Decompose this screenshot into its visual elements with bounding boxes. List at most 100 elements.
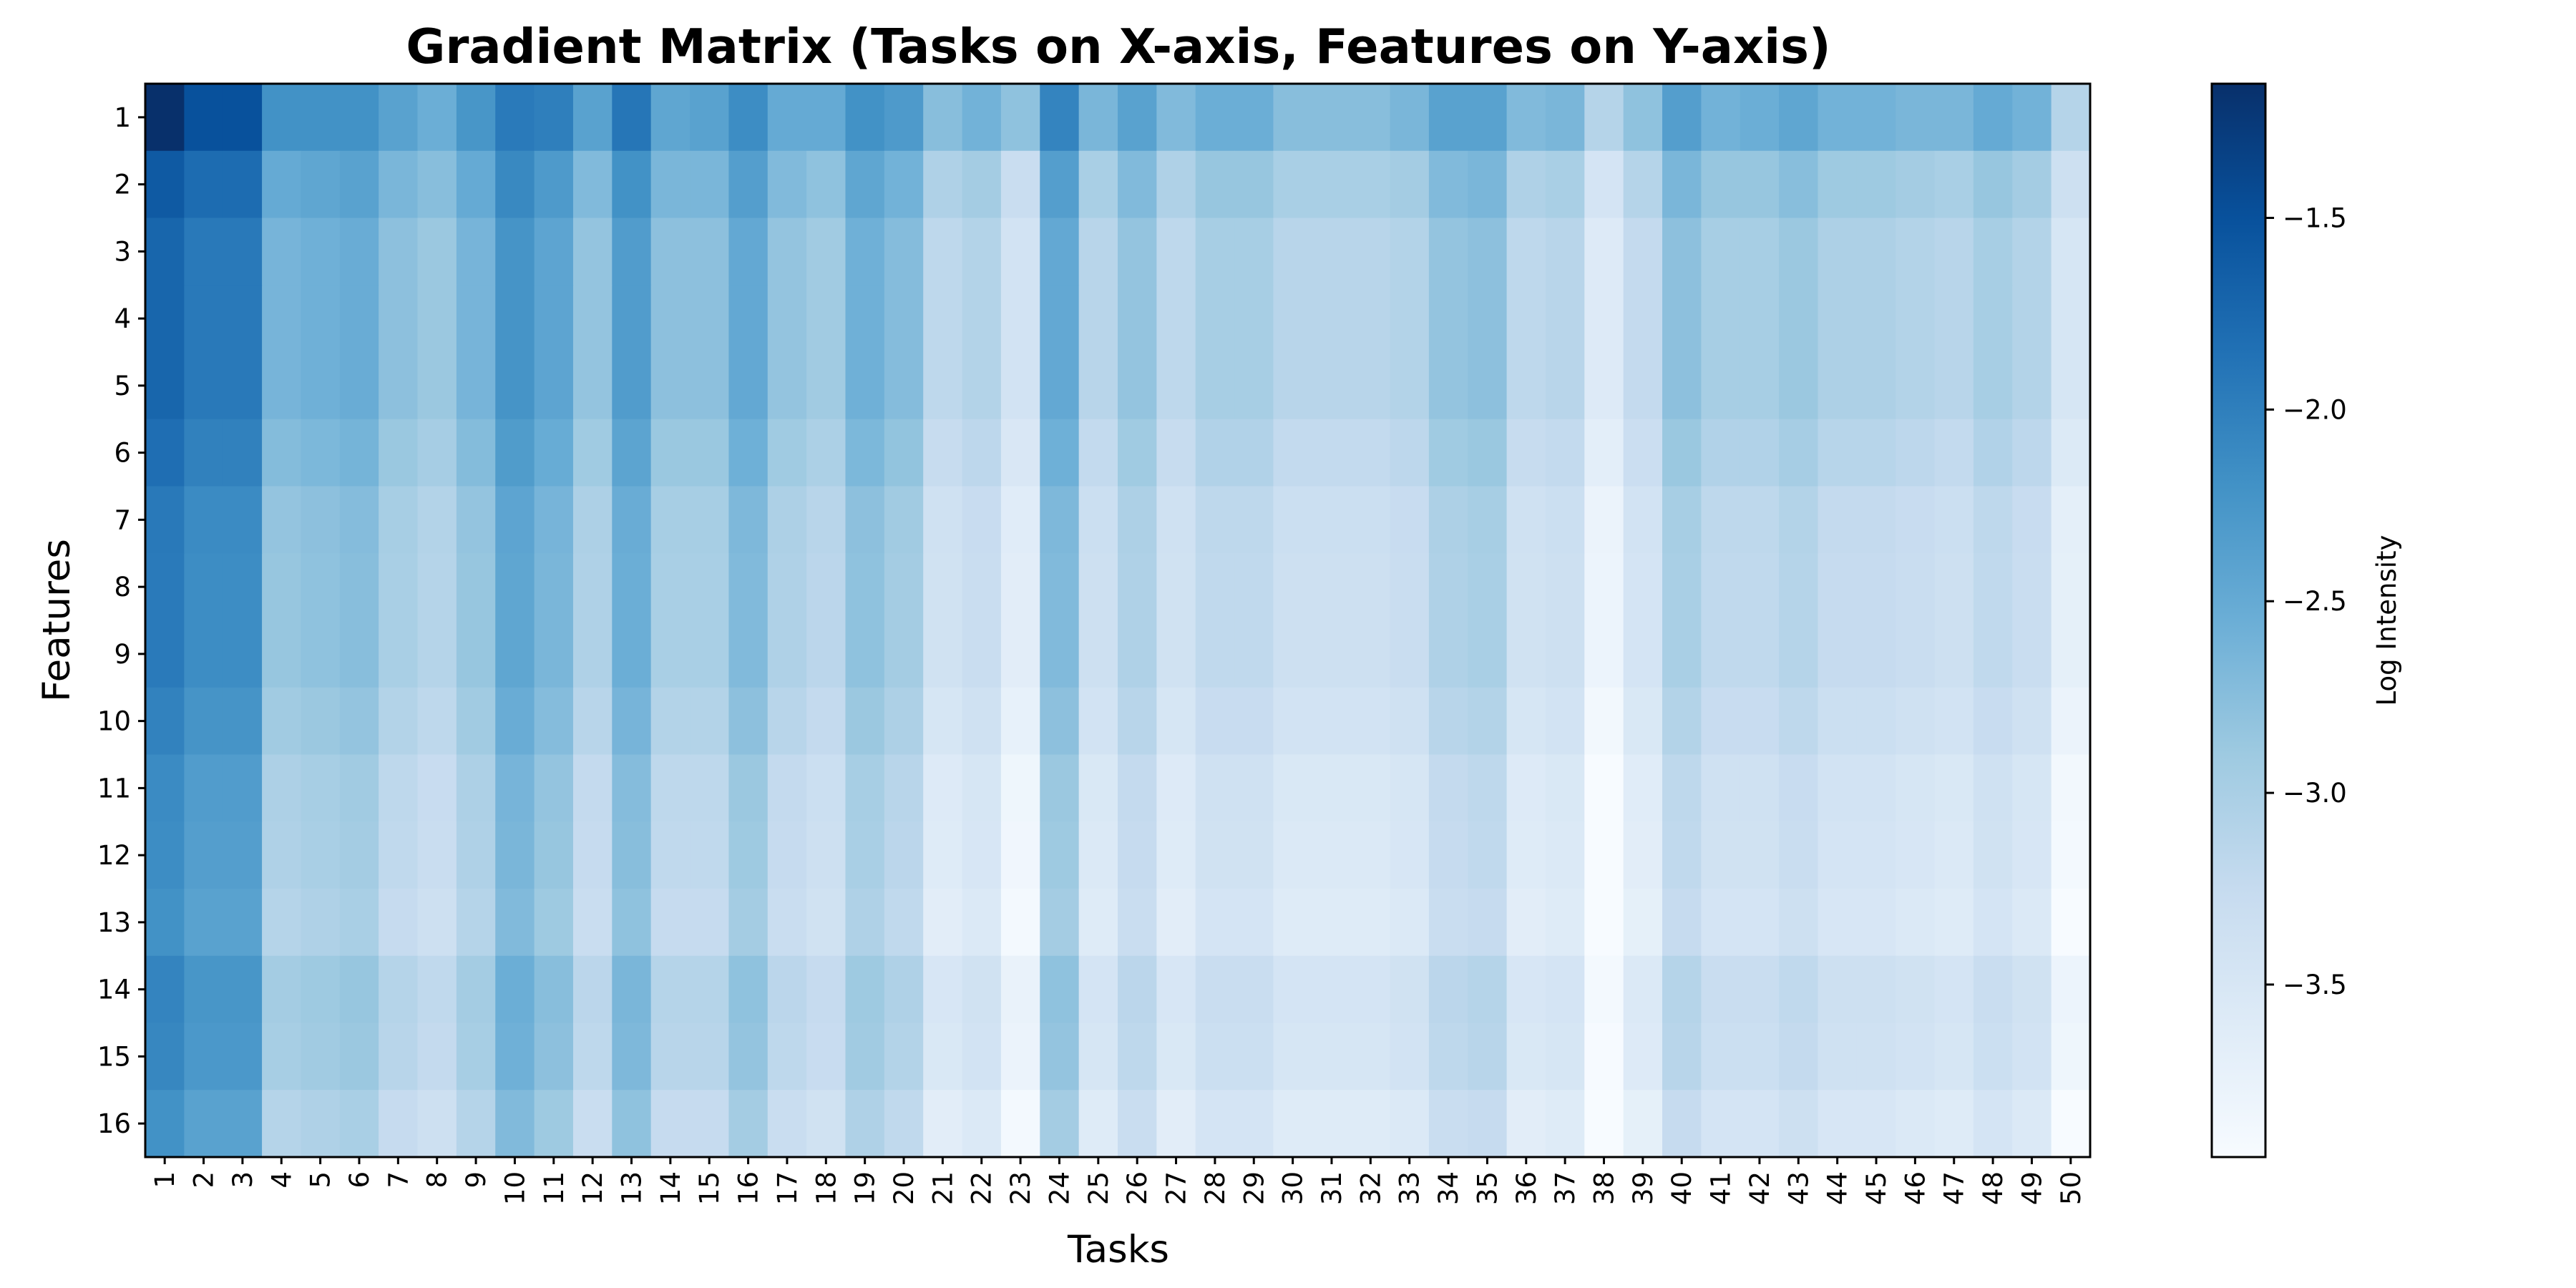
x-tick-label: 21 [927,1171,958,1205]
heatmap-cell [1623,687,1663,756]
heatmap-cell [728,285,769,353]
heatmap-cell [145,285,185,353]
heatmap-cell [1506,486,1546,554]
heatmap-cell [1584,1090,1624,1158]
heatmap-cell [650,889,691,957]
heatmap-cell [1779,285,1819,353]
heatmap-cell [690,1090,729,1158]
heatmap-cell [845,1090,885,1158]
heatmap-cell [1156,84,1196,152]
heatmap-cell [1740,821,1780,889]
heatmap-cell [223,687,263,756]
x-tick-label: 13 [617,1171,648,1205]
heatmap-cell [1273,553,1313,621]
heatmap-cell [339,352,379,420]
heatmap-cell [301,352,341,420]
heatmap-cell [1973,687,2013,756]
heatmap-cell [1856,553,1896,621]
heatmap-cell [1545,352,1585,420]
heatmap-cell [184,955,224,1024]
heatmap-cell [2051,486,2091,554]
heatmap-cell [1078,285,1118,353]
heatmap-cell [1040,150,1080,219]
heatmap-cell [223,486,263,554]
heatmap-cell [1662,821,1702,889]
heatmap-cell [1351,620,1391,688]
heatmap-cell [1506,687,1546,756]
heatmap-cell [1000,419,1040,487]
heatmap-cell [650,553,691,621]
heatmap-cell [612,1023,652,1091]
heatmap-cell [1000,486,1040,554]
x-tick-label: 47 [1939,1171,1970,1205]
heatmap-cell [806,285,847,353]
heatmap-cell [1312,84,1352,152]
x-tick-label: 20 [889,1171,919,1205]
heatmap-cell [1468,419,1508,487]
y-tick-label: 10 [97,706,131,737]
heatmap-cell [417,285,457,353]
heatmap-cell [379,84,419,152]
heatmap-cell [1428,84,1468,152]
heatmap-cell [1584,821,1624,889]
heatmap-cell [1934,352,1974,420]
heatmap-cell [339,218,379,286]
heatmap-cell [1273,821,1313,889]
heatmap-cell [1040,821,1080,889]
heatmap-cell [1545,486,1585,554]
heatmap-cell [1468,486,1508,554]
heatmap-cell [962,889,1002,957]
heatmap-cell [1779,486,1819,554]
heatmap-cell [1662,955,1702,1024]
heatmap-cell [1896,285,1936,353]
heatmap-cell [1623,620,1663,688]
heatmap-cell [223,1090,263,1158]
heatmap-cell [1662,419,1702,487]
heatmap-cell [456,352,496,420]
heatmap-cell [456,687,496,756]
heatmap-cell [339,821,379,889]
heatmap-cell [1896,352,1936,420]
heatmap-cell [1234,889,1274,957]
heatmap-cell [339,955,379,1024]
heatmap-cell [728,486,769,554]
heatmap-cell [1468,352,1508,420]
heatmap-cell [1000,285,1040,353]
heatmap-cell [534,218,574,286]
heatmap-cell [1740,620,1780,688]
heatmap-cell [1818,419,1858,487]
heatmap-cell [1428,889,1468,957]
heatmap-cell [1896,821,1936,889]
heatmap-cell [301,754,341,822]
x-tick-label: 49 [2016,1171,2047,1205]
heatmap-cell [1818,1023,1858,1091]
heatmap-cell [767,486,807,554]
heatmap-cell [184,687,224,756]
heatmap-cell [1584,620,1624,688]
heatmap-cell [1779,553,1819,621]
heatmap-cell [1973,419,2013,487]
heatmap-cell [1545,955,1585,1024]
heatmap-cell [884,821,924,889]
heatmap-cell [1234,1023,1274,1091]
heatmap-cell [690,620,729,688]
heatmap-cell [1390,620,1430,688]
heatmap-cell [845,285,885,353]
y-tick-label: 2 [114,170,131,200]
x-tick-label: 40 [1667,1171,1697,1205]
heatmap-cell [301,486,341,554]
heatmap-cell [1779,754,1819,822]
heatmap-cell [845,821,885,889]
heatmap-cell [184,419,224,487]
heatmap-cell [1506,1090,1546,1158]
heatmap-cell [1312,486,1352,554]
heatmap-cell [572,889,613,957]
heatmap-cell [1390,553,1430,621]
heatmap-cell [456,1090,496,1158]
heatmap-cell [806,955,847,1024]
heatmap-cell [262,84,302,152]
heatmap-cell [1156,1023,1196,1091]
heatmap-cell [1468,1023,1508,1091]
heatmap-cell [1156,687,1196,756]
